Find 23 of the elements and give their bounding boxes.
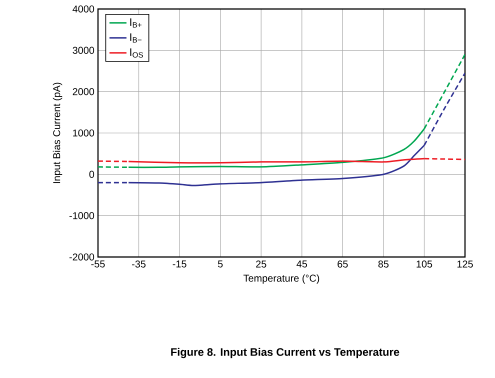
y-tick-label: -2000 <box>69 253 94 261</box>
x-tick-label: -35 <box>132 260 146 268</box>
x-tick-label: 85 <box>378 260 389 268</box>
x-tick-label: 25 <box>256 260 266 268</box>
legend-label: I$_{B−}$ <box>130 33 142 43</box>
legend-label: I$_{OS}$ <box>130 48 144 58</box>
y-tick-label: -1000 <box>69 212 94 220</box>
y-tick-label: 1000 <box>73 129 94 137</box>
x-tick-label: -55 <box>91 260 105 268</box>
x-axis-title: Temperature (°C) <box>243 274 320 284</box>
y-tick-label: 2000 <box>72 88 94 96</box>
y-tick-label: 3000 <box>72 46 94 54</box>
x-tick-label: 5 <box>218 260 223 268</box>
y-tick-label: 4000 <box>72 5 94 13</box>
text: Figure 8. Input Bias Current vs Temperature <box>171 348 400 358</box>
x-tick-label: 45 <box>296 260 308 268</box>
y-axis-title: Input Bias Current (pA) <box>52 82 62 184</box>
legend-label: I$_{B+}$ <box>130 18 142 28</box>
x-tick-label: 125 <box>457 260 473 268</box>
x-tick-label: -15 <box>172 260 186 268</box>
x-tick-label: 65 <box>338 260 348 268</box>
x-tick-label: 105 <box>416 260 432 268</box>
y-tick-label: 0 <box>89 170 94 178</box>
